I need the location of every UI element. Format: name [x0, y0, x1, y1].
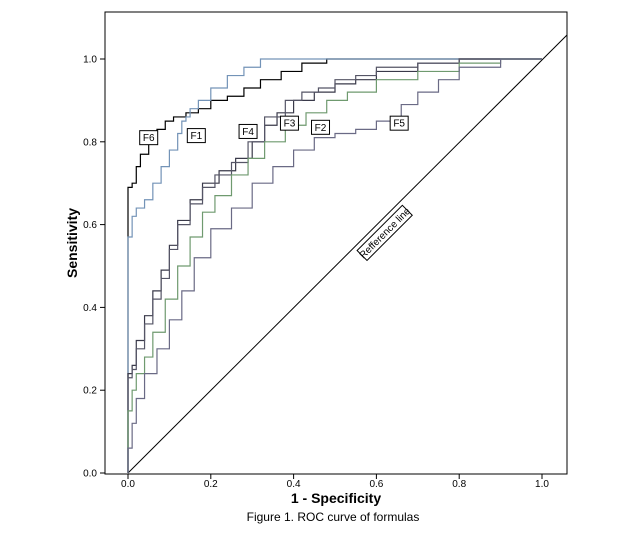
x-tick-label: 0.6 — [369, 479, 383, 490]
y-tick-label: 0.8 — [83, 137, 97, 148]
series-line-f5 — [127, 58, 542, 473]
series-layer — [127, 58, 542, 473]
series-label-f2: F2 — [311, 119, 331, 135]
y-tick-label: 0.0 — [83, 469, 97, 480]
series-label-f3: F3 — [279, 115, 299, 131]
reference-line — [127, 34, 568, 474]
series-label-f4: F4 — [238, 123, 258, 139]
reference-line-label: Refference line — [356, 204, 414, 262]
y-tick-label: 0.4 — [83, 303, 97, 314]
y-tick-label: 0.2 — [83, 386, 97, 397]
figure-caption: Figure 1. ROC curve of formulas — [247, 510, 420, 524]
x-axis-title: 1 - Specificity — [291, 490, 381, 506]
reference-line-label-text: Refference line — [358, 206, 414, 262]
series-line-f1 — [127, 58, 542, 473]
series-line-f6 — [127, 58, 542, 473]
y-tick-label: 0.6 — [83, 220, 97, 231]
series-label-text: F1 — [190, 131, 202, 142]
series-line-f4 — [127, 58, 542, 473]
series-label-text: F5 — [393, 119, 405, 130]
x-tick-label: 0.4 — [287, 479, 301, 490]
series-line-f2 — [127, 58, 542, 473]
x-tick-label: 1.0 — [535, 479, 549, 490]
series-label-f6: F6 — [139, 130, 159, 146]
x-tick-label: 0.8 — [452, 479, 466, 490]
x-axis-ticks: 0.0 0.2 0.4 0.6 0.8 1.0 — [121, 474, 549, 490]
y-axis-ticks: 0.0 0.2 0.4 0.6 0.8 1.0 — [83, 55, 105, 480]
series-label-text: F4 — [242, 127, 254, 138]
x-tick-label: 0.0 — [121, 479, 135, 490]
series-label-text: F6 — [143, 133, 155, 144]
y-axis-title: Sensitivity — [64, 208, 80, 278]
series-line-f3 — [127, 58, 542, 473]
series-label-layer: F6 F1 F4 F3 F2 F5 — [139, 115, 409, 146]
y-tick-label: 1.0 — [83, 55, 97, 66]
series-label-f5: F5 — [389, 115, 409, 131]
series-label-f1: F1 — [186, 128, 206, 144]
x-tick-label: 0.2 — [204, 479, 218, 490]
series-label-text: F2 — [315, 123, 327, 134]
plot-frame — [104, 11, 568, 475]
series-label-text: F3 — [284, 119, 296, 130]
